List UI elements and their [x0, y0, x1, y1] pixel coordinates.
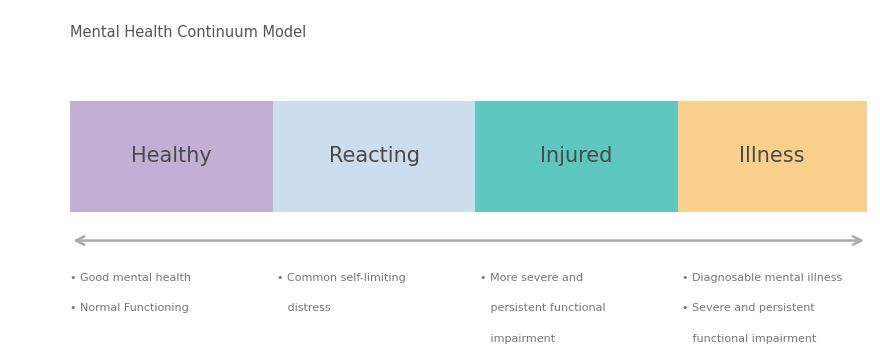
- Text: Mental Health Continuum Model: Mental Health Continuum Model: [70, 25, 306, 40]
- Text: distress: distress: [277, 303, 331, 313]
- Text: • Common self-limiting: • Common self-limiting: [277, 273, 406, 283]
- Text: • Good mental health: • Good mental health: [70, 273, 192, 283]
- Text: impairment: impairment: [480, 334, 554, 344]
- Text: • Normal Functioning: • Normal Functioning: [70, 303, 189, 313]
- Bar: [70, 101, 273, 212]
- Text: Healthy: Healthy: [131, 146, 212, 166]
- Bar: [678, 101, 867, 212]
- Text: Illness: Illness: [739, 146, 805, 166]
- Text: • Severe and persistent: • Severe and persistent: [682, 303, 815, 313]
- Text: • Diagnosable mental illness: • Diagnosable mental illness: [682, 273, 842, 283]
- Text: • More severe and: • More severe and: [480, 273, 583, 283]
- Text: Reacting: Reacting: [328, 146, 420, 166]
- Text: functional impairment: functional impairment: [682, 334, 817, 344]
- Text: Injured: Injured: [540, 146, 612, 166]
- Bar: [475, 101, 678, 212]
- Bar: [273, 101, 475, 212]
- Text: persistent functional: persistent functional: [480, 303, 605, 313]
